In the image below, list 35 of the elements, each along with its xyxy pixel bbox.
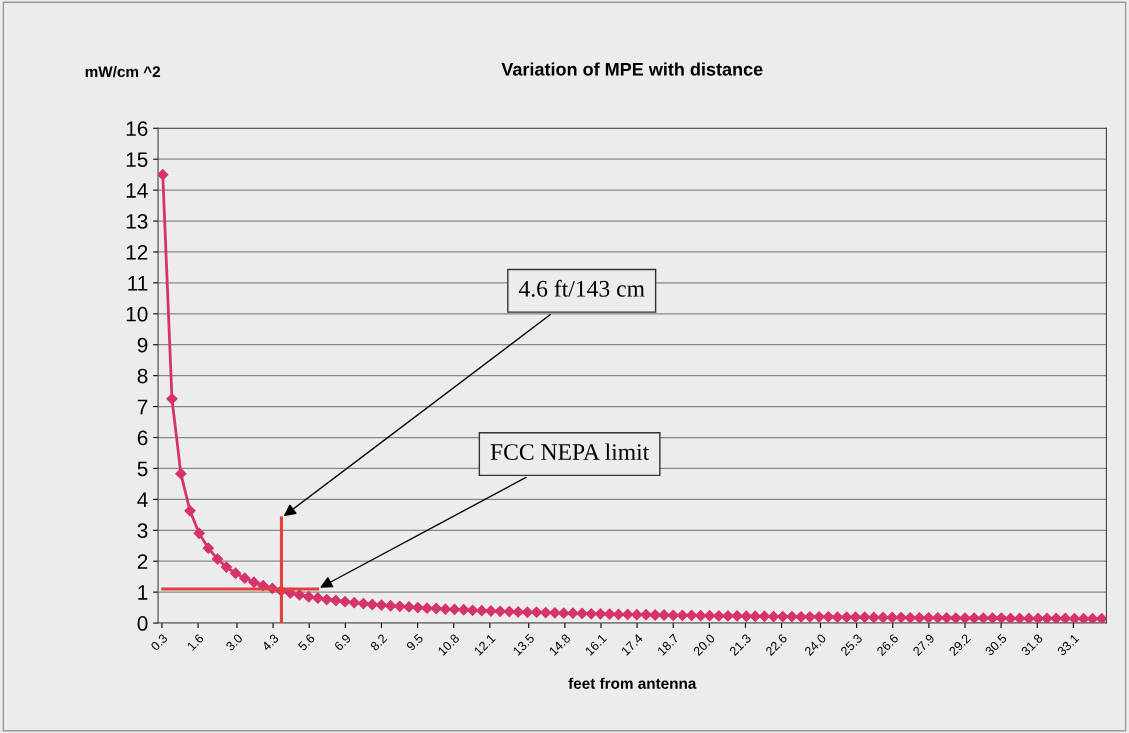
x-tick-label: 0.3 bbox=[150, 633, 169, 652]
x-tick-label: 6.9 bbox=[333, 633, 352, 652]
y-tick-label: 12 bbox=[126, 244, 148, 260]
x-tick-label: 4.3 bbox=[261, 633, 280, 652]
y-tick-label: 0 bbox=[137, 616, 148, 631]
x-tick-label: 8.2 bbox=[369, 633, 388, 652]
y-tick-label: 8 bbox=[137, 368, 148, 384]
x-tick-label: 30.5 bbox=[984, 633, 1008, 657]
annotation: FCC NEPA limit bbox=[490, 443, 650, 461]
y-tick-label: 2 bbox=[137, 554, 148, 569]
y-tick-label: 15 bbox=[126, 152, 148, 167]
y-tick-label: 5 bbox=[137, 461, 148, 477]
x-tick-label: 9.5 bbox=[405, 633, 424, 652]
annotation: 4.6 ft/143 cm bbox=[518, 279, 645, 297]
y-tick-label: 16 bbox=[126, 121, 148, 137]
x-tick-label: 31.8 bbox=[1020, 633, 1044, 657]
y-tick-label: 14 bbox=[126, 183, 148, 198]
x-tick-label: 3.0 bbox=[225, 633, 244, 652]
y-axis-title: mW/cm ^2 bbox=[85, 65, 161, 78]
y-tick-label: 7 bbox=[137, 399, 148, 415]
x-axis-title: feet from antenna bbox=[568, 677, 697, 689]
y-tick-label: 3 bbox=[137, 523, 148, 539]
x-tick-label: 1.6 bbox=[186, 633, 205, 651]
y-tick-label: 6 bbox=[137, 430, 148, 446]
x-tick-label: 16.1 bbox=[584, 633, 608, 656]
y-tick-label: 1 bbox=[138, 585, 148, 600]
y-tick-label: 13 bbox=[126, 214, 148, 229]
chart-title: Variation of MPE with distance bbox=[501, 62, 763, 76]
y-tick-label: 11 bbox=[128, 276, 148, 291]
y-tick-label: 10 bbox=[126, 306, 148, 322]
y-tick-label: 4 bbox=[137, 492, 148, 507]
y-tick-label: 9 bbox=[137, 337, 148, 353]
x-tick-label: 33.1 bbox=[1056, 633, 1080, 657]
x-tick-label: 5.6 bbox=[297, 633, 316, 652]
x-tick-label: 12.1 bbox=[473, 633, 496, 656]
